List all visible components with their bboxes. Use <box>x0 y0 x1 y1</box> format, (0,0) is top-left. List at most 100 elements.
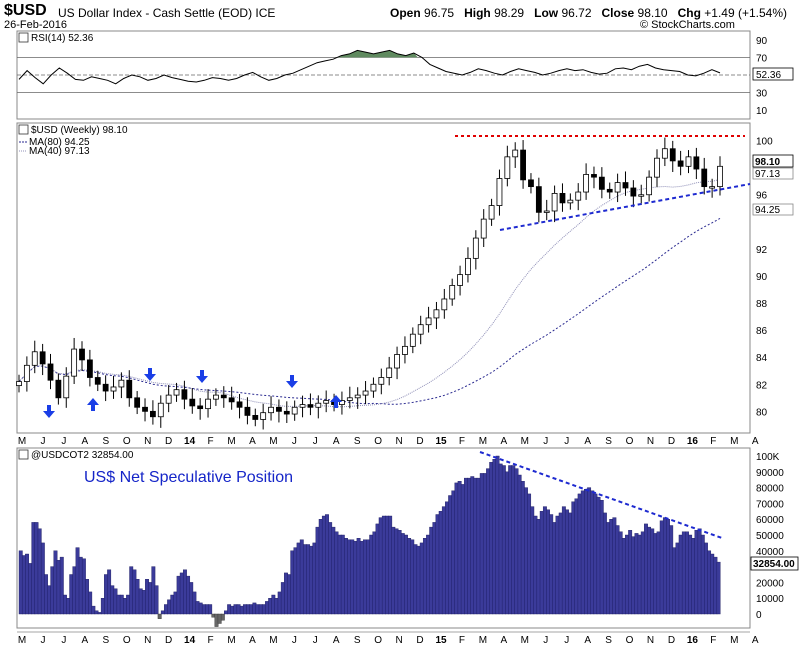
cot-bar <box>618 531 623 615</box>
cot-bar <box>72 566 77 615</box>
x-tick-label: M <box>18 436 26 447</box>
cot-bar <box>647 526 652 615</box>
cot-bar <box>422 538 427 615</box>
cot-bar <box>511 465 516 615</box>
close-value: 98.10 <box>637 6 668 20</box>
cot-last-box <box>750 556 799 571</box>
cot-tick-label: 70000 <box>756 499 784 510</box>
price-bar-body <box>79 348 85 361</box>
cot-bar <box>40 542 45 615</box>
cot-bar <box>359 541 364 615</box>
cot-bar <box>691 538 696 615</box>
price-tick-label: 80 <box>756 407 768 418</box>
x-tick-label: 15 <box>435 635 447 646</box>
price-bar-body <box>299 404 306 408</box>
cot-bar <box>151 566 156 615</box>
cot-panel: 100K 90000 80000 70000 60000 50000 40000 20000 1… <box>16 447 799 629</box>
cot-bar <box>713 556 718 615</box>
cot-bar <box>536 519 541 615</box>
price-bar-body <box>354 394 361 399</box>
cot-bar <box>44 574 48 615</box>
cot-bar <box>220 613 225 621</box>
cot-bar <box>296 542 301 615</box>
x-tick-label: D <box>668 635 675 646</box>
cot-bar <box>520 481 525 615</box>
price-bar-body <box>693 156 700 170</box>
cot-bar <box>192 591 197 615</box>
up-arrow-icon <box>87 398 99 411</box>
cot-bar <box>366 539 370 615</box>
price-bar-body <box>386 367 393 378</box>
x-tick-label: A <box>501 436 508 447</box>
cot-bar <box>261 604 266 615</box>
cot-bar <box>489 462 494 615</box>
price-bar-body <box>110 386 117 392</box>
ma40-legend: MA(40) 97.13 <box>29 146 90 157</box>
cot-bar <box>271 594 276 615</box>
price-bar-body <box>457 274 463 286</box>
x-tick-label: M <box>521 635 529 646</box>
cot-bar <box>325 514 329 615</box>
cot-bar <box>321 515 326 615</box>
cot-bar <box>612 517 617 615</box>
cot-bar <box>91 605 96 615</box>
cot-bar <box>236 604 241 615</box>
cot-bar <box>141 590 146 615</box>
cot-bar <box>694 530 699 615</box>
cot-bar <box>94 610 99 615</box>
cot-bar <box>470 476 475 615</box>
x-tick-label: S <box>605 635 612 646</box>
cot-bar <box>555 515 560 615</box>
cot-bar <box>205 604 209 615</box>
cot-bar <box>527 493 532 615</box>
price-bar-body <box>197 405 204 410</box>
x-tick-label: J <box>40 436 45 447</box>
cot-bar <box>704 542 708 615</box>
x-tick-label: S <box>605 436 612 447</box>
cot-bar <box>400 533 405 615</box>
cot-bar <box>561 506 566 615</box>
cot-bar <box>631 536 636 615</box>
cot-bar <box>182 569 187 615</box>
x-tick-label: A <box>249 635 256 646</box>
price-bar-body <box>157 402 164 418</box>
x-tick-label: S <box>102 635 109 646</box>
cot-bar <box>514 468 519 615</box>
x-tick-label: J <box>40 635 45 646</box>
price-bar-body <box>276 406 282 412</box>
x-tick-label: S <box>354 635 361 646</box>
x-tick-label: J <box>292 436 297 447</box>
cot-bar <box>659 520 664 615</box>
rsi-current-box <box>752 67 794 81</box>
down-arrow-icon <box>144 368 156 381</box>
cot-bar <box>293 547 298 615</box>
cot-bar <box>467 477 472 615</box>
cot-bar <box>173 591 178 615</box>
price-last-label: 98.10 <box>755 157 780 168</box>
price-bar-body <box>567 199 574 204</box>
x-tick-label: F <box>710 635 716 646</box>
cot-bar <box>685 531 689 615</box>
price-bar-body <box>472 237 479 259</box>
price-bar-body <box>701 168 708 188</box>
cot-bar <box>309 545 314 615</box>
x-tick-label: J <box>61 436 66 447</box>
cot-bar <box>299 539 304 615</box>
price-bar-body <box>591 174 597 178</box>
cot-bar <box>160 610 165 615</box>
price-bar-body <box>39 351 46 365</box>
cot-bar <box>549 514 554 615</box>
x-tick-label: A <box>82 635 89 646</box>
x-tick-label: N <box>395 436 402 447</box>
cot-bar <box>505 471 509 615</box>
price-bar-body <box>496 178 503 206</box>
rsi-legend-icon <box>18 32 29 43</box>
price-bar-body <box>220 394 227 399</box>
x-tick-label: A <box>584 635 591 646</box>
price-bar-body <box>149 410 156 418</box>
x-tick-label: M <box>479 436 487 447</box>
price-bar-body <box>118 379 125 388</box>
cot-bar <box>381 515 386 615</box>
cot-bar <box>517 474 522 615</box>
cot-tick-label: 100K <box>756 452 780 463</box>
